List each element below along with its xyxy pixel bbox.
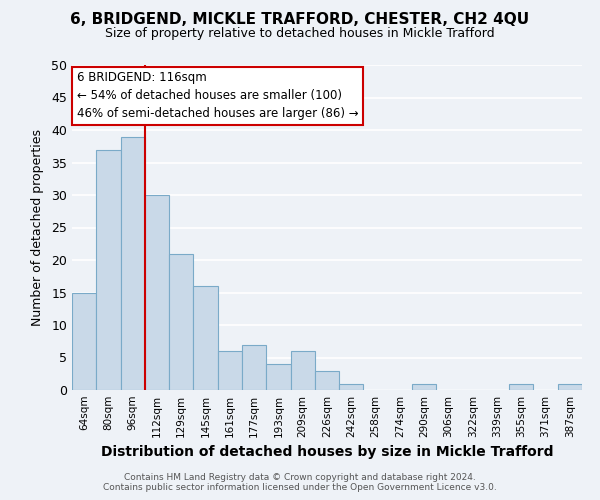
- Bar: [193, 286, 218, 390]
- Bar: [509, 384, 533, 390]
- Text: 6, BRIDGEND, MICKLE TRAFFORD, CHESTER, CH2 4QU: 6, BRIDGEND, MICKLE TRAFFORD, CHESTER, C…: [70, 12, 530, 28]
- Bar: [339, 384, 364, 390]
- X-axis label: Distribution of detached houses by size in Mickle Trafford: Distribution of detached houses by size …: [101, 446, 553, 460]
- Bar: [242, 344, 266, 390]
- Bar: [96, 150, 121, 390]
- Bar: [121, 136, 145, 390]
- Bar: [290, 351, 315, 390]
- Y-axis label: Number of detached properties: Number of detached properties: [31, 129, 44, 326]
- Bar: [145, 195, 169, 390]
- Text: 6 BRIDGEND: 116sqm
← 54% of detached houses are smaller (100)
46% of semi-detach: 6 BRIDGEND: 116sqm ← 54% of detached hou…: [77, 72, 359, 120]
- Bar: [218, 351, 242, 390]
- Text: Size of property relative to detached houses in Mickle Trafford: Size of property relative to detached ho…: [105, 28, 495, 40]
- Bar: [412, 384, 436, 390]
- Bar: [72, 292, 96, 390]
- Bar: [169, 254, 193, 390]
- Bar: [266, 364, 290, 390]
- Text: Contains public sector information licensed under the Open Government Licence v3: Contains public sector information licen…: [103, 484, 497, 492]
- Bar: [315, 370, 339, 390]
- Bar: [558, 384, 582, 390]
- Text: Contains HM Land Registry data © Crown copyright and database right 2024.: Contains HM Land Registry data © Crown c…: [124, 474, 476, 482]
